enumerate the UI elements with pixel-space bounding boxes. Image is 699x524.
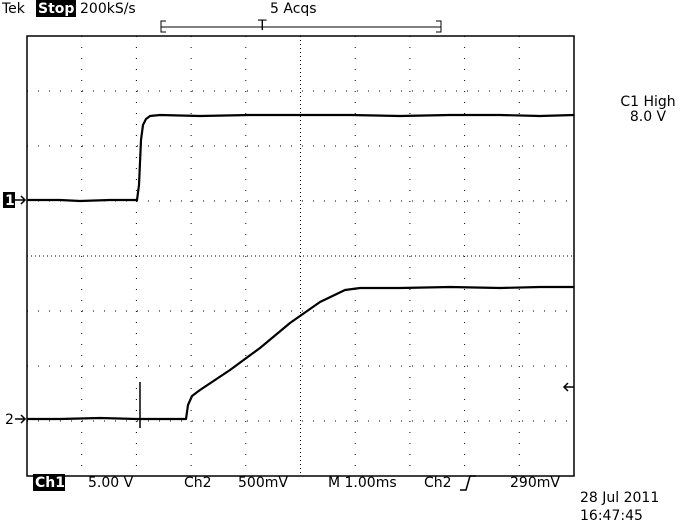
ch2-waveform [27, 285, 574, 421]
ch1-scale: 5.00 V [88, 475, 134, 491]
trigger-level-arrow [562, 382, 574, 392]
ch1-label: Ch1 [35, 475, 65, 491]
status: Stop: [38, 1, 80, 17]
trigger-level: 290mV [510, 475, 560, 491]
ch1-marker-box [3, 192, 15, 208]
graticule [26, 35, 575, 477]
ch2-label: Ch2 [184, 475, 212, 491]
ch1-arrow [15, 195, 27, 205]
status-box [36, 0, 76, 17]
time: 16:47:45 [580, 508, 643, 524]
ch2-scale: 500mV [238, 475, 288, 491]
trigger-position: T [257, 18, 267, 34]
date: 28 Jul 2011 [580, 490, 659, 506]
ch2-arrow [15, 414, 27, 424]
timebase: M 1.00ms [328, 475, 397, 491]
ch1-label-box [33, 474, 65, 491]
ch1-waveform [27, 113, 575, 203]
measurement-label: C1 High [620, 94, 675, 110]
trigger-source: Ch2 [424, 475, 452, 491]
ch2-marker: 2 [5, 412, 14, 428]
measurement-value: 8.0 V [630, 109, 667, 125]
trigger-edge [460, 475, 476, 491]
record-bracket [160, 20, 442, 33]
sample-rate: 200kS/s [80, 1, 136, 17]
brand: Tek [1, 1, 26, 17]
ch1-marker: 1 [5, 193, 15, 209]
acquisitions: 5 Acqs [270, 1, 317, 17]
